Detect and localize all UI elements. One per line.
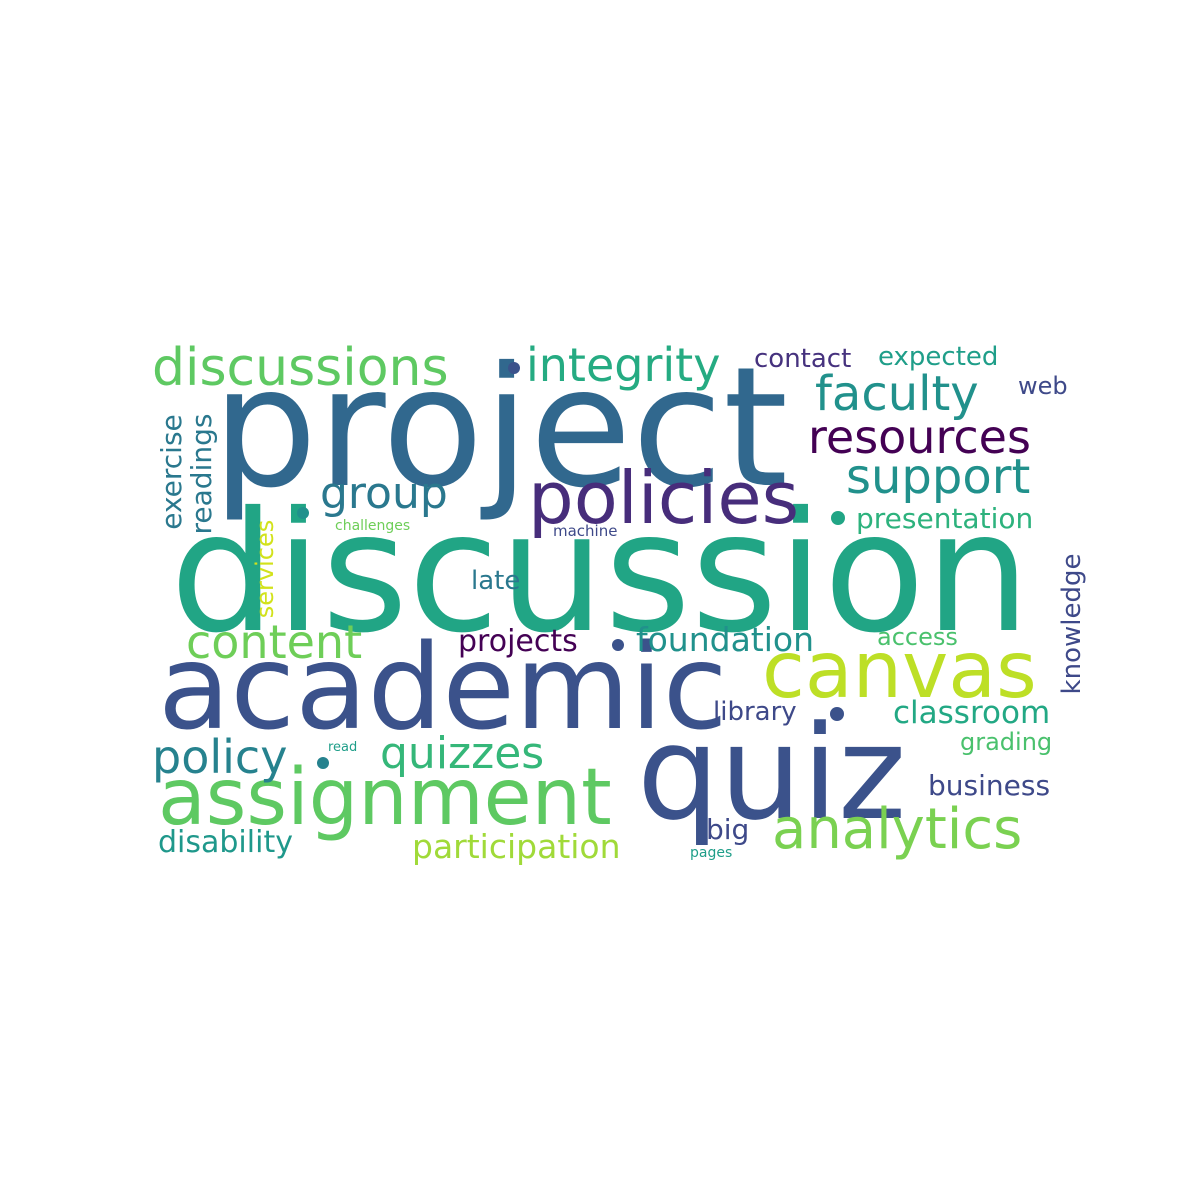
word-faculty: faculty — [815, 366, 979, 422]
word-knowledge: knowledge — [1057, 553, 1087, 695]
word-grading: grading — [960, 728, 1053, 756]
word-expected: expected — [878, 342, 999, 372]
word-canvas: canvas — [762, 626, 1037, 716]
word-quizzes: quizzes — [380, 728, 545, 779]
dot-mark — [612, 639, 624, 651]
word-machine: machine — [553, 522, 618, 540]
word-integrity: integrity — [526, 338, 721, 392]
word-analytics: analytics — [772, 797, 1023, 862]
word-access: access — [877, 623, 958, 651]
word-contact: contact — [754, 344, 852, 374]
dot-mark — [297, 507, 309, 519]
dot-mark — [317, 757, 329, 769]
word-classroom: classroom — [893, 695, 1051, 731]
word-academic: academic — [158, 618, 728, 756]
word-group: group — [320, 468, 448, 519]
word-content: content — [186, 615, 363, 669]
word-big: big — [706, 813, 750, 846]
word-readings: readings — [185, 413, 218, 535]
word-read: read — [328, 740, 358, 755]
word-challenges: challenges — [335, 518, 411, 534]
word-services: services — [251, 519, 279, 619]
word-quiz: quiz — [637, 697, 907, 849]
word-discussions: discussions — [152, 338, 449, 398]
word-project: project — [212, 332, 789, 525]
word-support: support — [846, 449, 1031, 505]
word-presentation: presentation — [856, 502, 1034, 535]
word-business: business — [928, 769, 1051, 802]
word-resources: resources — [808, 410, 1031, 464]
dot-mark — [830, 707, 844, 721]
word-disability: disability — [158, 825, 293, 860]
word-web: web — [1018, 372, 1068, 400]
word-discussion: discussion — [170, 477, 1031, 670]
word-projects: projects — [458, 624, 578, 659]
word-pages: pages — [690, 845, 733, 861]
word-foundation: foundation — [636, 620, 815, 659]
word-late: late — [471, 566, 521, 596]
word-assignment: assignment — [158, 753, 612, 843]
dot-mark — [508, 362, 520, 374]
word-library: library — [713, 697, 797, 727]
word-policies: policies — [528, 456, 800, 540]
dot-mark — [831, 511, 845, 525]
word-participation: participation — [412, 827, 621, 866]
word-policy: policy — [152, 730, 288, 784]
word-exercise: exercise — [155, 414, 188, 530]
